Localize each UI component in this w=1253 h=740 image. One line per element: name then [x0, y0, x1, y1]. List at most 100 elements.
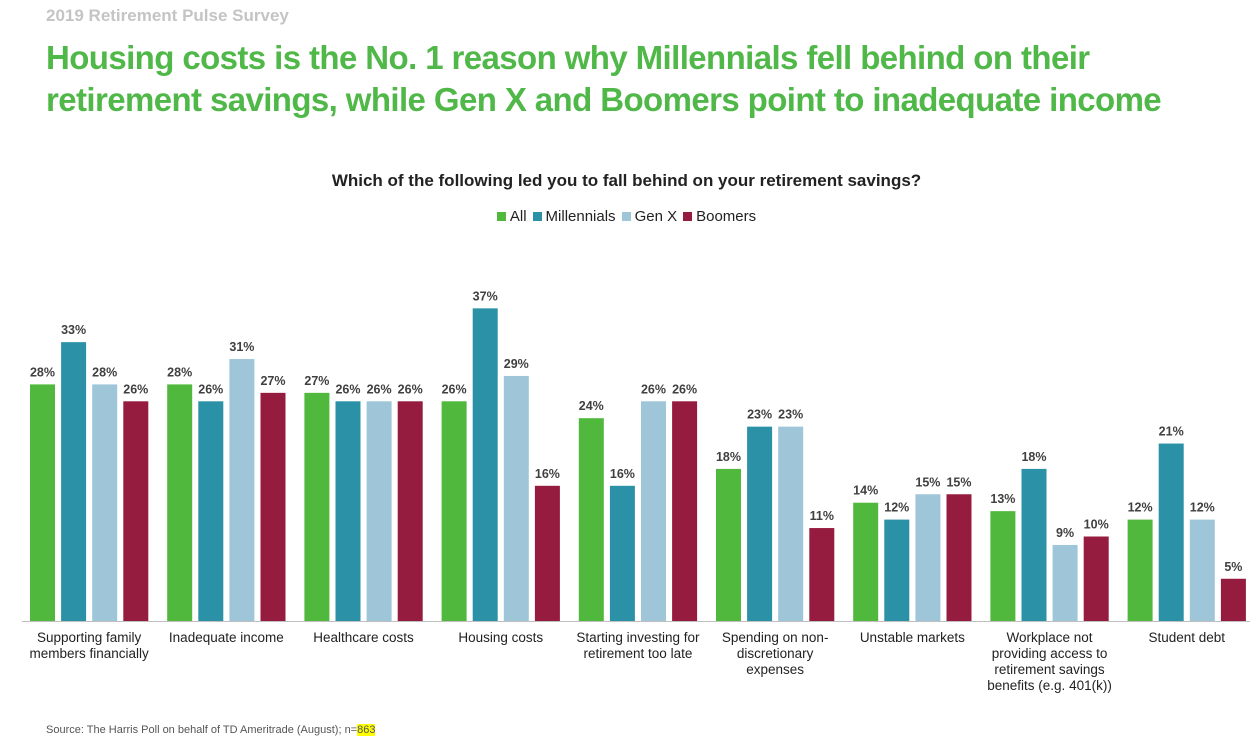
category-label-line: Student debt: [1148, 630, 1225, 645]
data-label-gen-x: 31%: [229, 340, 254, 354]
category-label-line: benefits (e.g. 401(k)): [987, 678, 1112, 693]
data-label-all: 24%: [579, 399, 604, 413]
legend-swatch-millennials: [532, 212, 542, 221]
data-label-millennials: 26%: [335, 382, 360, 396]
bar-all: [167, 384, 193, 621]
data-label-millennials: 18%: [1021, 450, 1046, 464]
data-label-millennials: 37%: [473, 289, 498, 303]
page-headline: Housing costs is the No. 1 reason why Mi…: [46, 39, 1162, 118]
bar-all: [853, 502, 879, 621]
bar-gen-x: [229, 359, 255, 621]
legend-label-boomers: Boomers: [696, 208, 757, 225]
bar-boomers: [946, 494, 972, 621]
data-label-all: 26%: [442, 382, 467, 396]
chart-legend: All Millennials Gen X Boomers: [0, 208, 1253, 225]
bar-millennials: [884, 519, 910, 621]
legend-item-gen-x: Gen X: [621, 208, 678, 225]
data-label-gen-x: 28%: [92, 365, 117, 379]
data-label-millennials: 21%: [1159, 425, 1184, 439]
bar-boomers: [397, 401, 423, 621]
category-label-line: providing access to: [992, 646, 1108, 661]
legend-item-boomers: Boomers: [683, 208, 756, 225]
category-label-line: discretionary: [737, 646, 814, 661]
bar-boomers: [809, 528, 835, 621]
legend-swatch-gen-x: [621, 212, 631, 221]
bar-millennials: [1158, 443, 1184, 621]
data-label-boomers: 26%: [123, 382, 148, 396]
data-label-all: 14%: [853, 484, 878, 498]
data-label-boomers: 26%: [398, 382, 423, 396]
bar-gen-x: [92, 384, 118, 621]
data-label-boomers: 11%: [810, 509, 834, 523]
category-label: Student debt: [1148, 630, 1225, 645]
data-label-boomers: 15%: [946, 475, 971, 489]
legend-label-all: All: [509, 208, 527, 225]
data-label-millennials: 12%: [884, 501, 909, 515]
bar-all: [990, 511, 1016, 621]
category-label-line: Housing costs: [458, 630, 543, 645]
data-label-millennials: 26%: [198, 382, 223, 396]
data-label-gen-x: 29%: [504, 357, 529, 371]
category-label: Workplace not providing access to retireme…: [987, 630, 1112, 693]
data-label-gen-x: 26%: [367, 382, 392, 396]
sample-size-highlight: 863: [357, 724, 376, 736]
data-label-gen-x: 26%: [641, 382, 666, 396]
bar-gen-x: [1189, 519, 1215, 621]
legend-swatch-all: [496, 212, 506, 221]
category-label-line: Starting investing for: [576, 630, 700, 645]
category-label: Inadequate income: [169, 630, 284, 645]
category-label-line: Unstable markets: [860, 630, 965, 645]
data-label-millennials: 16%: [610, 467, 635, 481]
legend-item-all: All: [496, 208, 527, 225]
category-label-line: members financially: [30, 646, 150, 661]
data-label-boomers: 26%: [672, 382, 697, 396]
bar-all: [30, 384, 55, 621]
bar-millennials: [747, 426, 773, 621]
data-label-boomers: 10%: [1084, 518, 1109, 532]
category-label-line: expenses: [746, 662, 804, 677]
legend-label-gen-x: Gen X: [634, 208, 678, 225]
data-label-all: 28%: [167, 365, 192, 379]
data-label-millennials: 23%: [747, 408, 772, 422]
bar-millennials: [335, 401, 361, 621]
bar-gen-x: [641, 401, 666, 621]
category-label: Starting investing for retirement too lat…: [576, 630, 700, 661]
bar-gen-x: [503, 375, 529, 621]
data-label-all: 27%: [304, 374, 329, 388]
source-note: Source: The Harris Poll on behalf of TD …: [46, 724, 376, 736]
category-label: Healthcare costs: [313, 630, 414, 645]
data-label-gen-x: 9%: [1056, 526, 1074, 540]
data-label-gen-x: 15%: [915, 475, 940, 489]
category-label-line: Spending on non-: [722, 630, 829, 645]
data-label-gen-x: 12%: [1190, 501, 1215, 515]
category-label-line: retirement too late: [584, 646, 693, 661]
legend-label-millennials: Millennials: [545, 208, 616, 225]
bar-gen-x: [915, 494, 941, 621]
bar-millennials: [1021, 468, 1047, 621]
category-label: Spending on non-discretionary expenses: [722, 630, 829, 677]
category-label-line: Inadequate income: [169, 630, 284, 645]
bar-all: [441, 401, 467, 621]
bar-all: [578, 418, 604, 621]
bar-millennials: [609, 485, 635, 621]
category-label-line: retirement savings: [994, 662, 1105, 677]
bar-gen-x: [778, 426, 804, 621]
category-label: Supporting family members financially: [30, 630, 150, 661]
data-label-all: 18%: [716, 450, 741, 464]
bar-boomers: [534, 485, 560, 621]
bar-all: [304, 392, 330, 621]
category-label: Housing costs: [458, 630, 543, 645]
data-label-boomers: 16%: [535, 467, 560, 481]
data-label-all: 13%: [990, 492, 1015, 506]
data-label-all: 12%: [1128, 501, 1153, 515]
category-label-line: Supporting family: [37, 630, 142, 645]
bar-millennials: [472, 308, 498, 621]
category-label: Unstable markets: [860, 630, 965, 645]
data-label-boomers: 5%: [1224, 560, 1242, 574]
data-label-all: 28%: [30, 365, 55, 379]
bar-gen-x: [366, 401, 392, 621]
bar-boomers: [1083, 536, 1109, 621]
bar-boomers: [672, 401, 698, 621]
bar-millennials: [61, 342, 87, 621]
